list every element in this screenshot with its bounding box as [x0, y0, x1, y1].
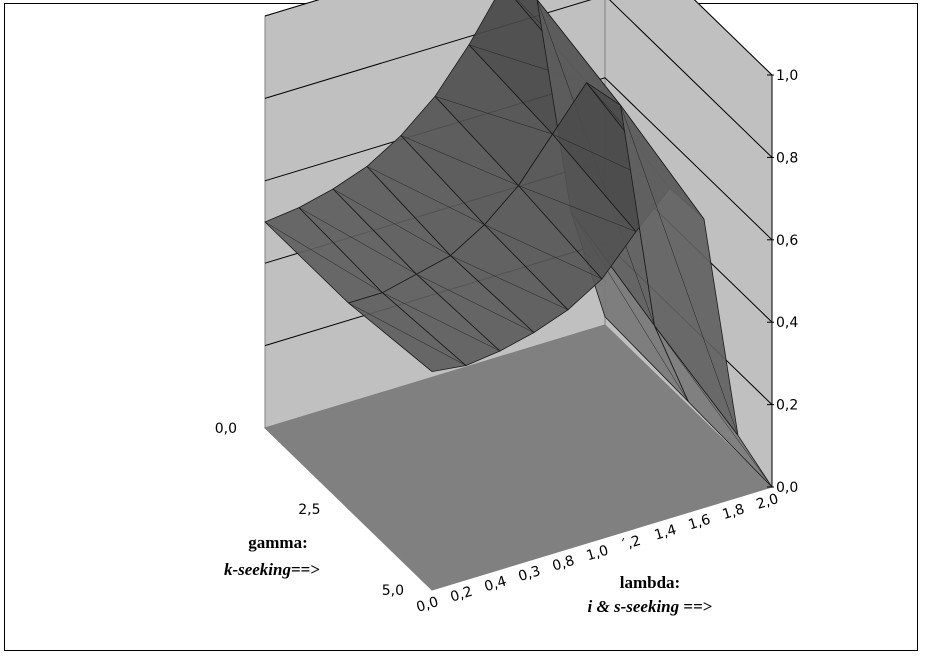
- lambda-axis: 0,0 0,2 0,4 0,3 0,8 1,0 ´,2 1,4 1,6 1,8 2,0: [415, 491, 781, 616]
- surface-mesh-line: [264, 221, 383, 293]
- lambda-tick-label: 1,0: [585, 543, 611, 565]
- surface-mesh-line: [298, 207, 417, 275]
- surface-mesh-line: [366, 166, 485, 225]
- gridline: [264, 0, 773, 76]
- surface-mesh: [264, 0, 773, 488]
- surface-mesh-line: [416, 273, 535, 333]
- surface-mesh-line: [348, 302, 467, 366]
- surface-mesh-line: [518, 185, 637, 232]
- surface-mesh-line: [332, 188, 451, 256]
- z-tick-label: 0,6: [776, 233, 798, 249]
- surface-mesh-line: [434, 96, 553, 135]
- lambda-axis-title: lambda:: [620, 573, 680, 592]
- gamma-tick-label: 0,0: [215, 421, 237, 437]
- floor: [264, 324, 773, 591]
- lambda-axis-subtitle: i & s-seeking ==>: [588, 597, 713, 616]
- lambda-tick-label: 0,2: [449, 584, 475, 606]
- surface-mesh-line: [400, 135, 519, 186]
- lambda-tick-label: 1,4: [653, 522, 679, 544]
- surface-mesh-line: [620, 105, 739, 436]
- lambda-tick-label: 1,8: [721, 501, 747, 523]
- lambda-axis-arrow: ==>: [679, 597, 712, 616]
- lambda-tick-label: 0,8: [551, 553, 577, 575]
- lambda-axis-subtitle-text: i & s-seeking: [588, 597, 680, 616]
- lambda-tick-label: 1,6: [687, 512, 713, 534]
- surface-mesh-line: [382, 292, 501, 352]
- z-tick-label: 0,0: [776, 480, 798, 496]
- z-axis: 0,0 0,2 0,4 0,6 0,8 1,0: [767, 68, 798, 496]
- gridline: [264, 0, 773, 158]
- lambda-tick-label: 0,3: [517, 563, 543, 585]
- surface-mesh-line: [450, 255, 569, 311]
- z-tick-label: 0,2: [776, 398, 798, 414]
- lambda-tick-label: 0,4: [483, 573, 509, 595]
- gamma-axis-title: gamma:: [248, 533, 307, 552]
- lambda-tick-label: ´,2: [619, 533, 643, 554]
- gamma-axis: 0,0 2,5 5,0: [215, 421, 404, 599]
- z-tick-label: 1,0: [776, 68, 798, 84]
- z-tick-label: 0,4: [776, 315, 798, 331]
- gamma-axis-subtitle: k-seeking==>: [224, 560, 320, 579]
- gamma-axis-subtitle-text: k-seeking: [224, 560, 292, 579]
- lambda-tick-label: 2,0: [755, 491, 781, 513]
- gamma-tick-label: 5,0: [382, 583, 404, 599]
- lambda-tick-label: 0,0: [415, 594, 441, 616]
- gamma-tick-label: 2,5: [298, 502, 320, 518]
- gridline: [264, 77, 773, 241]
- z-tick-label: 0,8: [776, 150, 798, 166]
- surface-mesh-line: [654, 325, 773, 488]
- surface-mesh-line: [484, 224, 603, 280]
- gamma-axis-arrow: ==>: [291, 560, 320, 579]
